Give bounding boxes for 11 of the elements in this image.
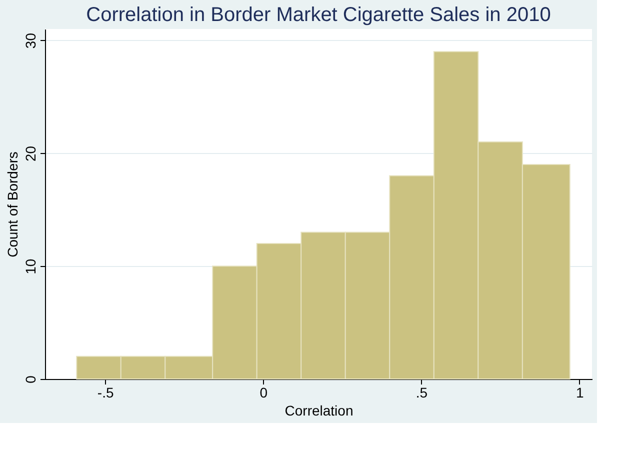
x-tick-label: 1 <box>576 384 584 400</box>
x-tick-label: .5 <box>416 384 428 400</box>
y-axis-title: Count of Borders <box>4 152 20 258</box>
y-tick-label: 0 <box>22 375 38 384</box>
x-tick-label: 0 <box>260 384 268 400</box>
x-tick-label: -.5 <box>97 384 114 400</box>
y-tick-label: 10 <box>22 258 38 274</box>
y-tick-label: 20 <box>22 146 38 162</box>
x-axis-title: Correlation <box>284 402 354 418</box>
chart-title: Correlation in Border Market Cigarette Sales in 2010 <box>86 4 551 26</box>
y-tick-label: 30 <box>22 32 38 49</box>
